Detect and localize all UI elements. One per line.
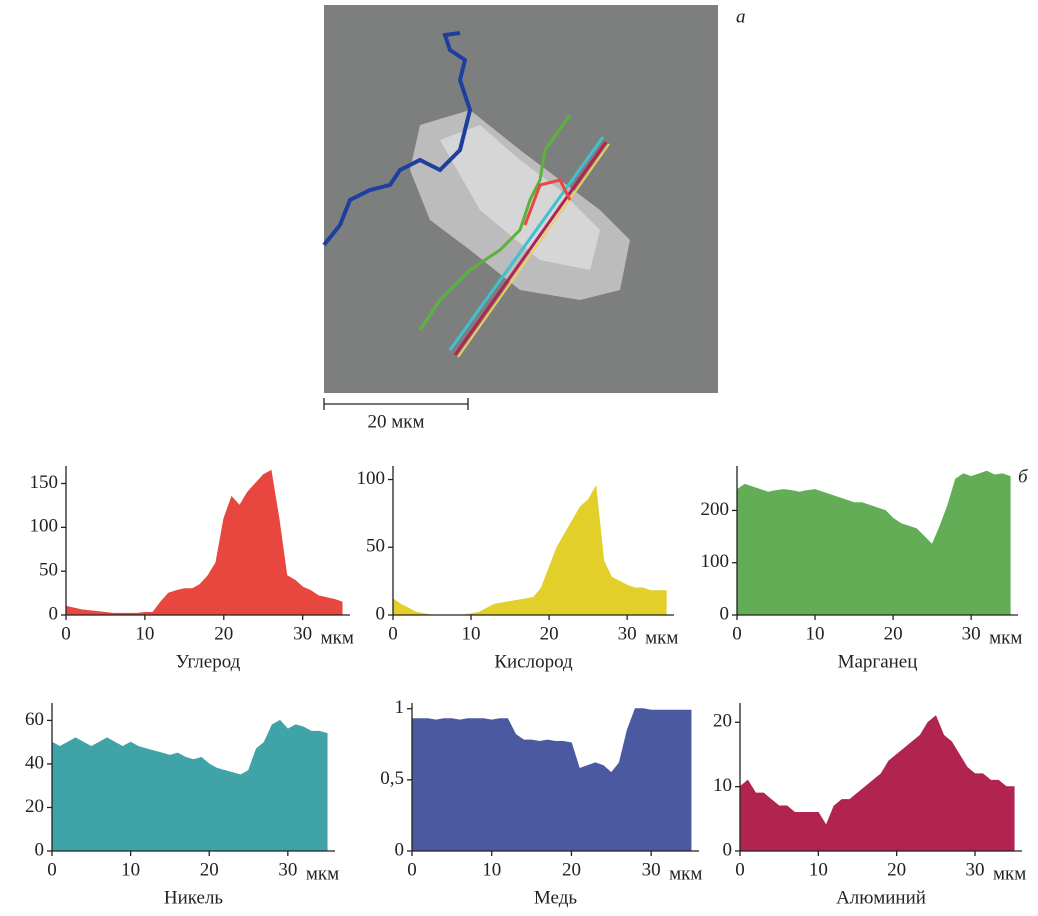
x-tick-label: 20 [200, 859, 219, 880]
x-tick-label: 0 [732, 623, 742, 644]
x-tick-label: 0 [735, 859, 745, 880]
x-axis-label: мкм [306, 863, 339, 884]
y-tick-label: 0 [723, 839, 733, 860]
y-tick-label: 0 [395, 839, 405, 860]
y-tick-label: 100 [701, 551, 730, 572]
y-tick-label: 40 [25, 752, 44, 773]
y-tick-label: 1 [395, 697, 405, 718]
x-tick-label: 30 [618, 623, 637, 644]
y-tick-label: 20 [25, 796, 44, 817]
chart-title: Углерод [176, 651, 241, 672]
area [65, 469, 343, 616]
x-tick-label: 10 [482, 859, 501, 880]
x-tick-label: 30 [962, 623, 981, 644]
scan-line-cu [322, 31, 473, 247]
x-axis-label: мкм [321, 627, 354, 648]
scale-bar: 20 мкм [323, 398, 469, 432]
scan-line-al [453, 141, 608, 356]
y-tick-label: 0 [49, 603, 59, 624]
x-tick-label: 10 [135, 623, 154, 644]
y-tick-label: 0,5 [380, 768, 404, 789]
x-tick-label: 10 [121, 859, 140, 880]
x-tick-label: 0 [388, 623, 398, 644]
scan-line-mn [418, 114, 572, 331]
x-axis-label: мкм [669, 863, 702, 884]
x-tick-label: 20 [214, 623, 233, 644]
chart-title: Алюминий [836, 887, 926, 908]
scan-line-ni [448, 136, 605, 351]
y-tick-label: 10 [713, 775, 732, 796]
y-tick-label: 100 [357, 468, 386, 489]
y-tick-label: 50 [39, 560, 58, 581]
chart-title: Медь [534, 887, 577, 908]
x-tick-label: 20 [562, 859, 581, 880]
x-axis-label: мкм [993, 863, 1026, 884]
x-axis-label: мкм [989, 627, 1022, 648]
x-tick-label: 30 [966, 859, 985, 880]
x-tick-label: 10 [462, 623, 481, 644]
x-tick-label: 0 [407, 859, 417, 880]
x-tick-label: 20 [887, 859, 906, 880]
scale-bar-label: 20 мкм [367, 411, 424, 432]
chart-title: Марганец [838, 651, 918, 672]
x-tick-label: 20 [884, 623, 903, 644]
area [739, 715, 1015, 852]
y-tick-label: 100 [30, 516, 59, 537]
scan-line-o [457, 143, 610, 358]
scan-line-c [523, 178, 572, 226]
x-tick-label: 0 [47, 859, 57, 880]
x-tick-label: 0 [61, 623, 71, 644]
particle-highlight [440, 125, 600, 270]
y-tick-label: 200 [701, 499, 730, 520]
y-tick-label: 20 [713, 711, 732, 732]
y-tick-label: 0 [35, 839, 45, 860]
chart-title: Никель [164, 887, 224, 908]
x-tick-label: 20 [540, 623, 559, 644]
y-tick-label: 0 [376, 603, 386, 624]
panel-label: б [1018, 466, 1029, 487]
chart-title: Кислород [494, 651, 573, 672]
area [736, 470, 1011, 616]
area [392, 485, 667, 616]
x-tick-label: 10 [806, 623, 825, 644]
x-tick-label: 30 [293, 623, 312, 644]
x-tick-label: 30 [642, 859, 661, 880]
panel-label: а [736, 6, 746, 27]
x-axis-label: мкм [645, 627, 678, 648]
y-tick-label: 0 [720, 603, 730, 624]
area [411, 708, 692, 852]
y-tick-label: 60 [25, 709, 44, 730]
y-tick-label: 50 [366, 536, 385, 557]
x-tick-label: 30 [278, 859, 297, 880]
x-tick-label: 10 [809, 859, 828, 880]
sem-image [322, 5, 718, 393]
area [51, 719, 328, 852]
y-tick-label: 150 [30, 472, 59, 493]
